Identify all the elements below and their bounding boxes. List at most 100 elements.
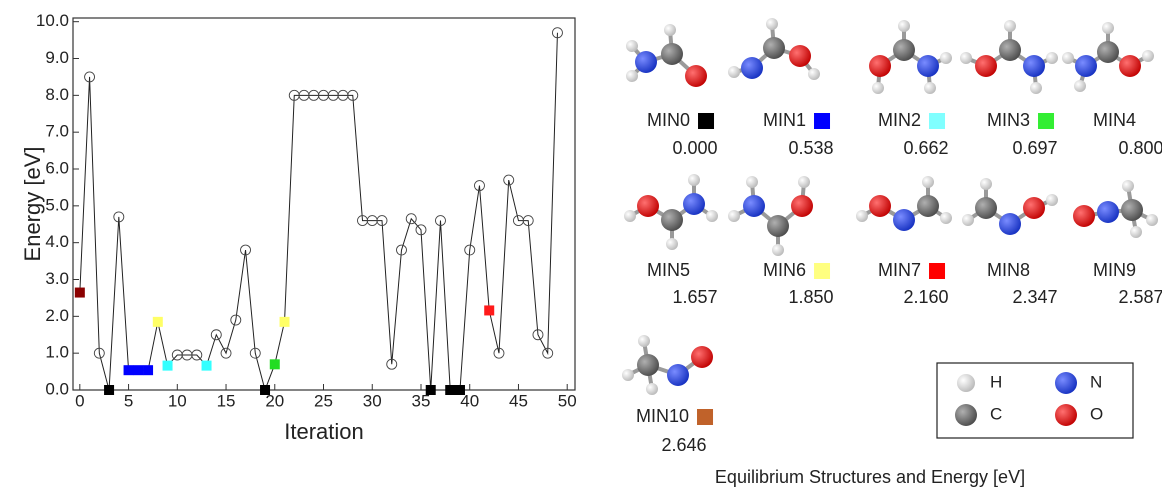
y-tick-label: 5.0 [45, 195, 69, 214]
atom [1062, 52, 1074, 64]
molecule [869, 20, 952, 94]
y-axis-label: Energy [eV] [20, 147, 45, 262]
structure-energy: 1.850 [788, 287, 833, 307]
atom [1121, 199, 1143, 221]
molecule [856, 176, 952, 231]
structure-name: MIN9 [1093, 260, 1136, 280]
x-tick-label: 10 [168, 391, 187, 410]
atom [1097, 201, 1119, 223]
minimum-marker [426, 385, 436, 395]
structure-swatch [697, 409, 713, 425]
y-tick-label: 3.0 [45, 269, 69, 288]
atom [637, 195, 659, 217]
molecule [728, 176, 813, 256]
atom [893, 39, 915, 61]
atom [898, 20, 910, 32]
atom [917, 195, 939, 217]
atom [869, 195, 891, 217]
structure-swatch [1038, 113, 1054, 129]
y-tick-label: 6.0 [45, 158, 69, 177]
minimum-marker [455, 385, 465, 395]
structure-name: MIN8 [987, 260, 1030, 280]
atom [856, 210, 868, 222]
structure-swatch [698, 113, 714, 129]
atom [637, 354, 659, 376]
structure-energy: 1.657 [672, 287, 717, 307]
y-tick-label: 4.0 [45, 232, 69, 251]
x-tick-label: 25 [314, 391, 333, 410]
atom [798, 176, 810, 188]
atom [975, 197, 997, 219]
atom [872, 82, 884, 94]
atom [940, 52, 952, 64]
atom [1046, 52, 1058, 64]
atom [940, 212, 952, 224]
atom-legend-label: O [1090, 404, 1103, 423]
structure-swatch [929, 113, 945, 129]
atom [962, 214, 974, 226]
minimum-marker [270, 359, 280, 369]
structure-energy: 0.000 [672, 138, 717, 158]
atom [1055, 372, 1077, 394]
structure-energy: 0.697 [1012, 138, 1057, 158]
atom [1023, 197, 1045, 219]
minimum-marker [124, 365, 134, 375]
minimum-marker [484, 305, 494, 315]
atom [957, 374, 975, 392]
atom [1075, 55, 1097, 77]
atom [683, 193, 705, 215]
minimum-marker [202, 361, 212, 371]
atom [626, 70, 638, 82]
atom [955, 404, 977, 426]
minimum-marker [143, 365, 153, 375]
atom [922, 176, 934, 188]
molecule [1062, 22, 1154, 92]
structure-name: MIN3 [987, 110, 1030, 130]
atom [924, 82, 936, 94]
atom [980, 178, 992, 190]
y-tick-label: 9.0 [45, 48, 69, 67]
atom [917, 55, 939, 77]
atom [772, 244, 784, 256]
x-axis-label: Iteration [284, 419, 364, 444]
figure: Energy [eV] Iteration Equilibrium Struct… [0, 0, 1162, 497]
atom [1102, 22, 1114, 34]
y-tick-label: 10.0 [36, 11, 69, 30]
structure-name: MIN4 [1093, 110, 1136, 130]
structure-energy: 0.800 [1118, 138, 1162, 158]
atom [743, 195, 765, 217]
y-tick-label: 8.0 [45, 85, 69, 104]
atom [763, 37, 785, 59]
atom [1146, 214, 1158, 226]
atom [746, 176, 758, 188]
atom [767, 215, 789, 237]
atom [624, 210, 636, 222]
structure-name: MIN1 [763, 110, 806, 130]
atom [661, 209, 683, 231]
atom [1142, 50, 1154, 62]
atom [626, 40, 638, 52]
atom [1030, 82, 1042, 94]
structures-caption: Equilibrium Structures and Energy [eV] [715, 467, 1025, 487]
atom [1004, 20, 1016, 32]
minimum-marker [445, 385, 455, 395]
atom [1130, 226, 1142, 238]
atom [691, 346, 713, 368]
y-tick-label: 1.0 [45, 343, 69, 362]
atom [1055, 404, 1077, 426]
molecule [960, 20, 1058, 94]
structure-name: MIN7 [878, 260, 921, 280]
atom [1046, 194, 1058, 206]
atom-legend-label: N [1090, 372, 1102, 391]
atom [1097, 41, 1119, 63]
atom-legend-label: C [990, 404, 1002, 423]
atom [960, 52, 972, 64]
atom [685, 65, 707, 87]
atom [646, 383, 658, 395]
atom [688, 174, 700, 186]
atom [999, 39, 1021, 61]
atom [999, 213, 1021, 235]
minimum-marker [104, 385, 114, 395]
molecule [962, 178, 1058, 235]
x-tick-label: 0 [75, 391, 84, 410]
